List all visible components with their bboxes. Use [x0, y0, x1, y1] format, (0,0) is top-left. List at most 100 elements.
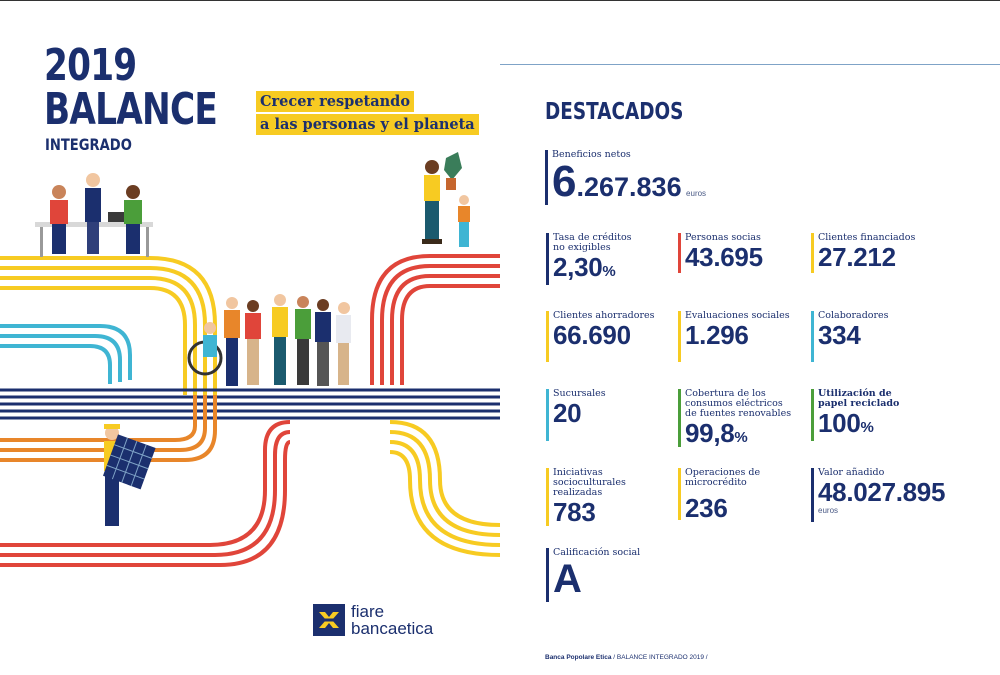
- stat-unit: euros: [818, 506, 839, 515]
- stat-label-line-2: microcrédito: [685, 477, 747, 488]
- yellow-track-lower: [389, 420, 500, 557]
- report-year: 2019: [44, 40, 137, 91]
- stat-label-line-3: realizadas: [553, 487, 603, 498]
- stat-label: Evaluaciones sociales: [685, 310, 790, 321]
- stat-value: 334: [818, 320, 861, 350]
- stat-bar: [678, 389, 681, 447]
- stat-value: 783: [553, 497, 596, 527]
- stat-beneficios-netos: Beneficios netos 6.267.836 euros: [545, 150, 706, 205]
- red-track-lower: [0, 420, 291, 567]
- stat-label-line-2: socioculturales: [553, 477, 626, 488]
- stat-value: 100: [818, 408, 861, 438]
- logo-mark-icon: [313, 604, 345, 636]
- stat-label: Sucursales: [553, 388, 606, 399]
- stat-calificacion-social: Calificación social A: [546, 548, 640, 602]
- top-border: [0, 0, 1000, 1]
- logo-line-1: fiare: [351, 602, 385, 621]
- logo-text: fiare bancaetica: [351, 603, 433, 637]
- stat-clientes-ahorradores: Clientes ahorradores 66.690: [546, 311, 655, 362]
- stat-value: 20: [553, 398, 582, 428]
- stat-value-row: 6.267.836 euros: [552, 160, 707, 204]
- stat-label-line-1: Cobertura de los: [685, 388, 766, 399]
- footer-org: Banca Popolare Etica: [545, 654, 612, 661]
- cover-illustration: [0, 152, 500, 567]
- tagline: Crecer respetando a las personas y el pl…: [256, 91, 479, 137]
- stat-value: 43.695: [685, 242, 763, 272]
- stat-suffix: %: [602, 263, 616, 280]
- stat-bar: [678, 311, 681, 362]
- stat-iniciativas-socioculturales: Iniciativas socioculturales realizadas 7…: [546, 468, 626, 526]
- stat-label-line-2: no exigibles: [553, 242, 611, 253]
- stat-clientes-financiados: Clientes financiados 27.212: [811, 233, 915, 273]
- stat-bar: [546, 311, 549, 362]
- stat-value: .267.836: [576, 172, 682, 202]
- stat-personas-socias: Personas socias 43.695: [678, 233, 763, 273]
- stat-value-row: 99,8%: [685, 419, 791, 452]
- stat-value-row: 100%: [818, 409, 899, 442]
- stat-value: 27.212: [818, 242, 896, 272]
- report-subtitle: INTEGRADO: [45, 135, 132, 154]
- tagline-line-2: a las personas y el planeta: [256, 114, 479, 135]
- stat-evaluaciones-sociales: Evaluaciones sociales 1.296: [678, 311, 790, 362]
- fiare-bancaetica-logo: fiare bancaetica: [313, 603, 473, 640]
- orange-track: [0, 395, 217, 462]
- stat-value: 2,30: [553, 252, 603, 282]
- stat-bar: [811, 311, 814, 362]
- stat-colaboradores: Colaboradores 334: [811, 311, 889, 362]
- stat-bar: [811, 389, 814, 441]
- stat-unit: euros: [686, 189, 707, 198]
- stat-bar: [811, 233, 814, 273]
- header-rule: [500, 64, 1000, 65]
- stat-label-line-1: Tasa de créditos: [553, 232, 632, 243]
- stat-operaciones-microcredito: Operaciones de microcrédito 236: [678, 468, 760, 523]
- stat-label: Calificación social: [553, 547, 641, 558]
- office-workers-figure: [35, 173, 153, 257]
- yellow-track: [0, 256, 217, 395]
- parent-and-child-with-plant-figure: [422, 152, 470, 247]
- stat-bar: [811, 468, 814, 522]
- stat-sucursales: Sucursales 20: [546, 389, 606, 441]
- stat-value: 48.027.895: [818, 477, 946, 507]
- stat-label: Valor añadido: [818, 467, 885, 478]
- stat-cobertura-renovables: Cobertura de los consumos eléctricos de …: [678, 389, 791, 447]
- stat-label: Beneficios netos: [552, 149, 631, 160]
- stat-value: 236: [685, 493, 728, 523]
- stat-bar: [678, 468, 681, 520]
- stat-bar: [546, 468, 549, 526]
- stat-label: Clientes financiados: [818, 232, 916, 243]
- teal-track: [0, 324, 132, 384]
- stat-label: Clientes ahorradores: [553, 310, 655, 321]
- navy-track: [0, 388, 500, 420]
- stat-suffix: %: [860, 419, 874, 436]
- stat-label-line-3: de fuentes renovables: [685, 408, 792, 419]
- stat-label-line-1: Utilización de: [818, 388, 892, 399]
- community-group-figure: [187, 294, 351, 386]
- page-footer: Banca Popolare Etica / BALANCE INTEGRADO…: [545, 654, 708, 661]
- stat-bar: [678, 233, 681, 273]
- cover-page: 2019 BALANCE INTEGRADO Crecer respetando…: [0, 40, 500, 640]
- stat-label-line-1: Iniciativas: [553, 467, 603, 478]
- stat-bar: [546, 548, 549, 602]
- stat-label-line-2: consumos eléctricos: [685, 398, 783, 409]
- stat-value: 1.296: [685, 320, 749, 350]
- stat-bar: [546, 389, 549, 441]
- stat-label-line-2: papel reciclado: [818, 398, 900, 409]
- stat-bar: [545, 150, 548, 205]
- stat-label: Colaboradores: [818, 310, 889, 321]
- logo-line-2: bancaetica: [351, 619, 434, 638]
- stat-papel-reciclado: Utilización de papel reciclado 100%: [811, 389, 899, 441]
- section-title: DESTACADOS: [545, 99, 684, 125]
- stat-valor-anadido: Valor añadido 48.027.895 euros: [811, 468, 945, 522]
- tagline-line-1: Crecer respetando: [256, 91, 414, 112]
- solar-panel-worker-figure: [102, 424, 156, 526]
- footer-rest: / BALANCE INTEGRADO 2019 /: [611, 654, 708, 661]
- stat-suffix: %: [734, 429, 748, 446]
- stat-value: 99,8: [685, 418, 735, 448]
- stat-label: Personas socias: [685, 232, 761, 243]
- report-title: BALANCE: [44, 84, 218, 135]
- stat-bar: [546, 233, 549, 285]
- stat-value: 66.690: [553, 320, 631, 350]
- red-track: [370, 254, 500, 385]
- stat-value-row: 2,30%: [553, 253, 632, 286]
